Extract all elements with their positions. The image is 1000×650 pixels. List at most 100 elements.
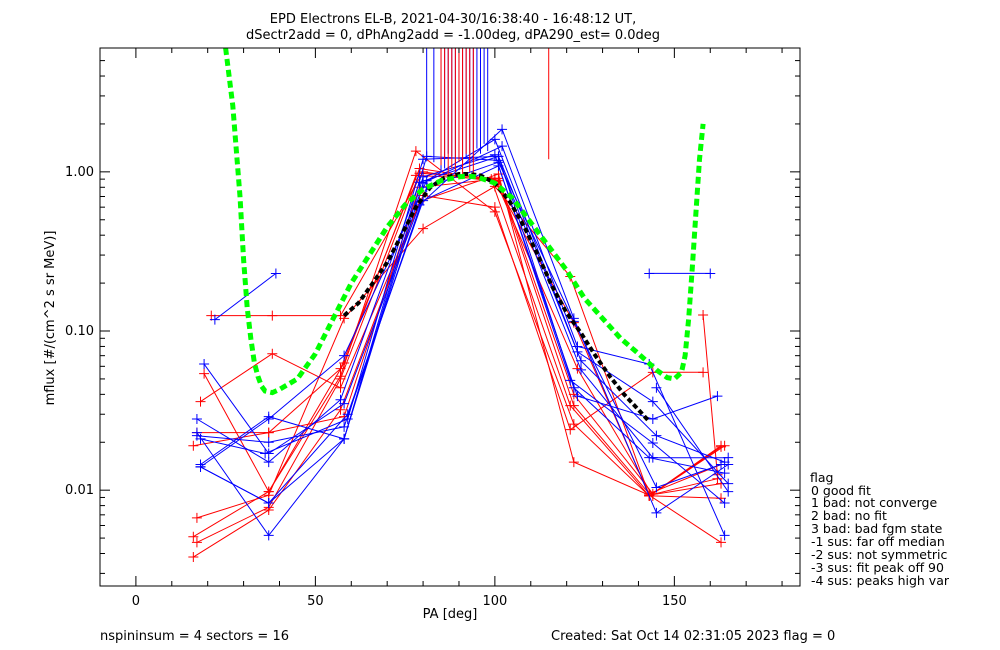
data-point xyxy=(647,414,658,425)
data-point xyxy=(712,391,723,402)
data-point xyxy=(719,468,730,479)
legend-entry: 1 bad: not converge xyxy=(811,495,937,510)
data-point xyxy=(651,507,662,518)
legend-entry: -3 sus: fit peak off 90 xyxy=(811,560,944,575)
data-point xyxy=(705,268,716,279)
blue-series-line xyxy=(196,161,722,489)
y-tick-label: 0.01 xyxy=(65,483,94,498)
data-point xyxy=(335,382,346,393)
red-series xyxy=(206,166,723,501)
data-point xyxy=(209,314,220,325)
data-point xyxy=(576,364,587,375)
blue-series xyxy=(191,149,730,541)
data-point xyxy=(651,382,662,393)
data-point xyxy=(263,427,274,438)
x-tick-label: 0 xyxy=(132,594,140,609)
blue-series xyxy=(195,134,730,472)
data-point xyxy=(418,223,429,234)
blue-series xyxy=(209,268,281,325)
data-point xyxy=(270,268,281,279)
legend-entry: 0 good fit xyxy=(811,483,871,498)
data-point xyxy=(335,394,346,405)
data-point xyxy=(410,146,421,157)
data-point xyxy=(651,482,662,493)
red-series-line xyxy=(196,178,722,499)
blue-series-line xyxy=(200,138,725,468)
x-tick-label: 150 xyxy=(662,594,687,609)
x-tick-label: 50 xyxy=(307,594,324,609)
y-tick-label: 1.00 xyxy=(65,165,94,180)
data-point xyxy=(188,531,199,542)
data-point xyxy=(698,310,709,321)
blue-series-line xyxy=(200,155,725,474)
red-series-line xyxy=(200,194,704,431)
y-tick-label: 0.10 xyxy=(65,324,94,339)
data-point xyxy=(263,437,274,448)
data-point xyxy=(410,170,421,181)
data-layer xyxy=(188,47,734,563)
data-point xyxy=(195,461,206,472)
blue-series-line xyxy=(203,128,729,514)
data-point xyxy=(576,355,587,366)
data-point xyxy=(195,433,206,444)
blue-series-line xyxy=(214,273,277,320)
data-point xyxy=(489,202,500,213)
legend-entry: -2 sus: not symmetric xyxy=(811,547,947,562)
red-series-line xyxy=(211,171,718,496)
data-point xyxy=(719,530,730,541)
data-point xyxy=(260,448,271,459)
data-point xyxy=(339,433,350,444)
data-point xyxy=(647,396,658,407)
blue-series-line xyxy=(200,165,718,504)
data-point xyxy=(267,310,278,321)
data-point xyxy=(263,530,274,541)
data-point xyxy=(497,141,508,152)
footer-right: Created: Sat Oct 14 02:31:05 2023 flag =… xyxy=(551,629,835,644)
data-point xyxy=(267,348,278,359)
blue-series-line xyxy=(196,155,729,484)
data-point xyxy=(263,498,274,509)
legend: flag 0 good fit 1 bad: not converge 2 ba… xyxy=(810,470,950,588)
legend-entry: 3 bad: bad fgm state xyxy=(811,521,943,536)
data-point xyxy=(716,537,727,548)
green-fit-curve xyxy=(223,47,706,396)
data-point xyxy=(719,457,730,468)
red-series-line xyxy=(702,314,718,475)
data-point xyxy=(342,414,353,425)
red-series-line xyxy=(196,185,722,519)
data-point xyxy=(421,175,432,186)
data-point xyxy=(565,400,576,411)
x-tick-label: 100 xyxy=(482,594,507,609)
data-point xyxy=(199,368,210,379)
data-point xyxy=(572,391,583,402)
data-point xyxy=(716,441,727,452)
blue-series xyxy=(651,382,734,497)
data-point xyxy=(191,512,202,523)
chart-subtitle: dSectr2add = 0, dPhAng2add = -1.00deg, d… xyxy=(246,28,660,43)
legend-entry: -1 sus: far off median xyxy=(811,534,945,549)
data-point xyxy=(644,268,655,279)
data-point xyxy=(568,457,579,468)
data-point xyxy=(565,424,576,435)
plot-frame xyxy=(99,47,801,587)
blue-series-line xyxy=(655,387,729,492)
data-point xyxy=(199,359,210,370)
y-axis-label: mflux [#/(cm^2 s sr MeV)] xyxy=(43,231,58,406)
data-point xyxy=(698,367,709,378)
data-point xyxy=(188,440,199,451)
legend-entry: 2 bad: no fit xyxy=(811,508,887,523)
data-point xyxy=(339,421,350,432)
blue-series xyxy=(191,151,734,489)
data-point xyxy=(188,552,199,563)
blue-series xyxy=(644,268,716,279)
axes-layer: 0.01 0.10 1.00 0 50 100 150 xyxy=(65,47,800,609)
data-point xyxy=(651,430,662,441)
data-point xyxy=(191,537,202,548)
x-axis-label: PA [deg] xyxy=(423,607,478,622)
data-point xyxy=(644,452,655,463)
data-point xyxy=(263,457,274,468)
data-point xyxy=(719,498,730,509)
data-point xyxy=(647,437,658,448)
red-series xyxy=(698,310,723,480)
